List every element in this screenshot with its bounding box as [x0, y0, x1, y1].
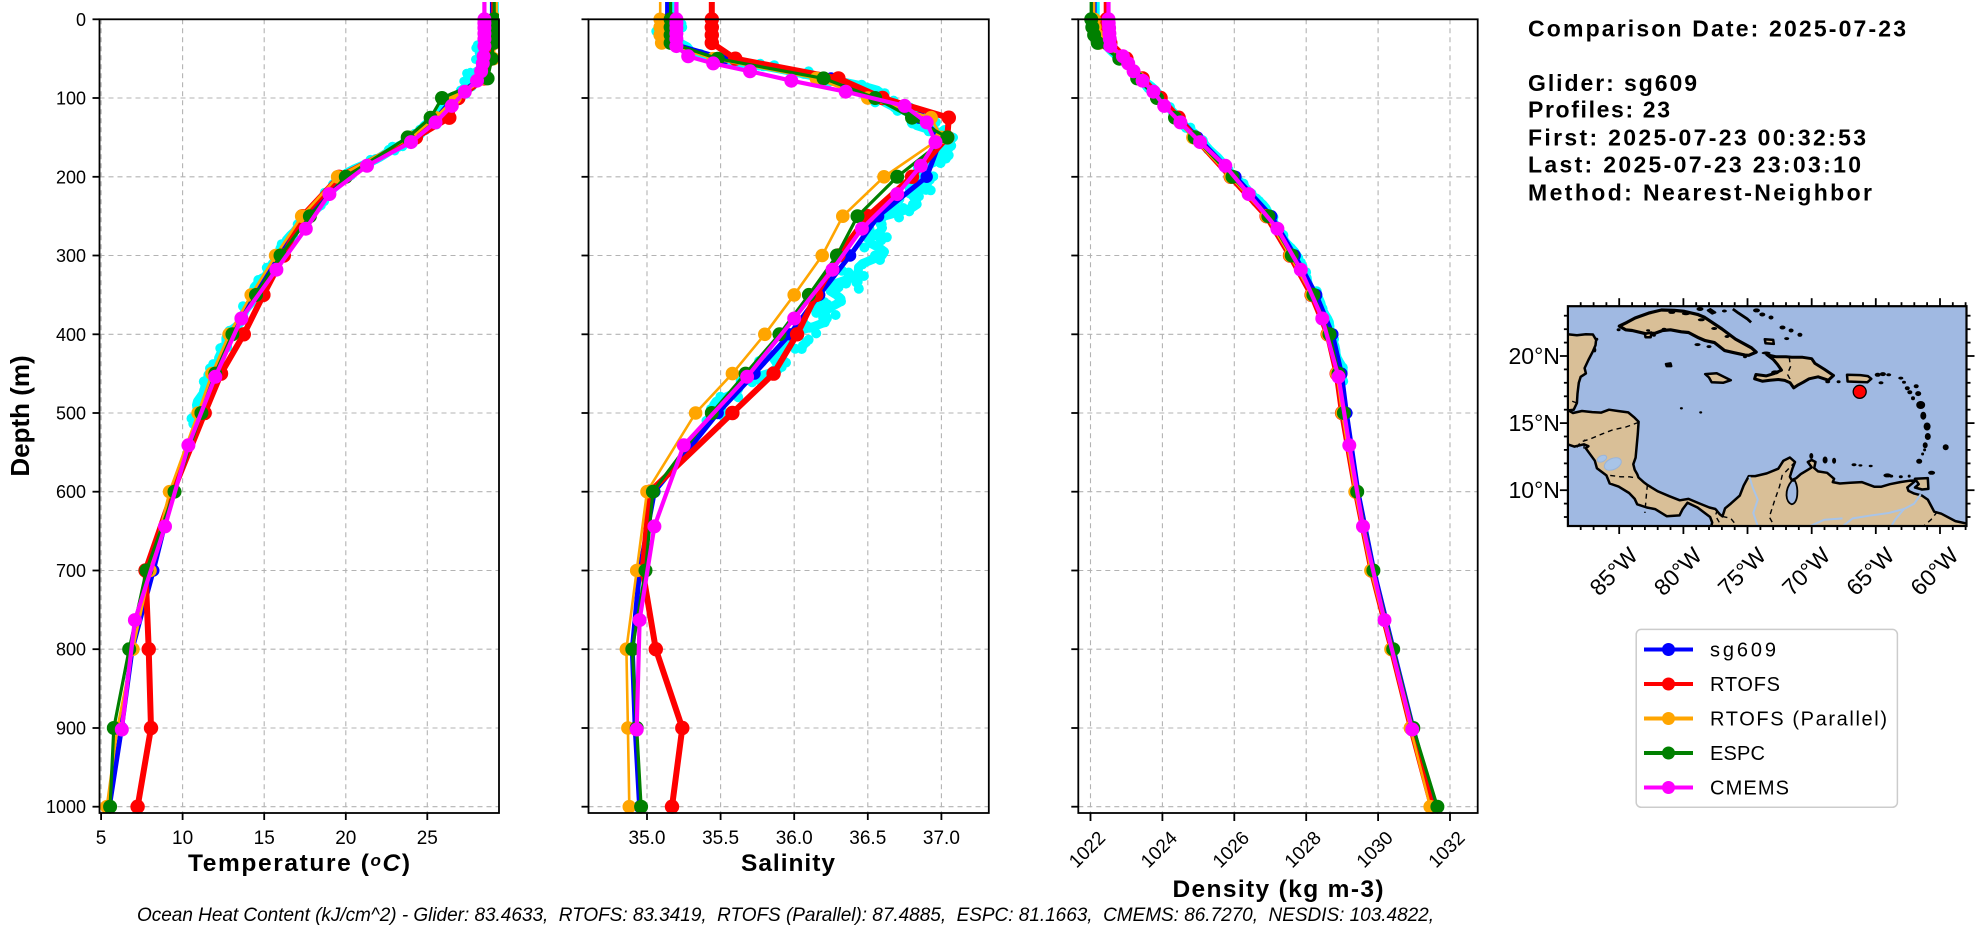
svg-text:Comparison Date: 2025-07-23: Comparison Date: 2025-07-23	[1528, 16, 1906, 42]
svg-text:RTOFS (Parallel): RTOFS (Parallel)	[1710, 709, 1887, 731]
svg-text:36.0: 36.0	[776, 828, 813, 849]
svg-text:Density (kg m-3): Density (kg m-3)	[1173, 876, 1384, 903]
svg-text:Salinity: Salinity	[741, 850, 835, 877]
svg-text:Profiles: 23: Profiles: 23	[1528, 97, 1670, 123]
svg-text:Last: 2025-07-23 23:03:10: Last: 2025-07-23 23:03:10	[1528, 152, 1861, 178]
svg-text:10: 10	[172, 828, 193, 849]
svg-text:100: 100	[56, 89, 86, 109]
svg-text:800: 800	[56, 640, 86, 660]
svg-text:0: 0	[76, 10, 86, 30]
svg-text:35.5: 35.5	[702, 828, 739, 849]
svg-text:CMEMS: CMEMS	[1710, 778, 1789, 800]
svg-text:900: 900	[56, 719, 86, 739]
svg-text:200: 200	[56, 167, 86, 187]
svg-text:37.0: 37.0	[923, 828, 960, 849]
svg-text:Ocean Heat Content (kJ/cm^2) -: Ocean Heat Content (kJ/cm^2) - Glider: 8…	[137, 905, 1434, 926]
svg-text:25: 25	[417, 828, 438, 849]
svg-text:Method: Nearest-Neighbor: Method: Nearest-Neighbor	[1528, 180, 1872, 206]
svg-text:500: 500	[56, 404, 86, 424]
svg-text:Glider: sg609: Glider: sg609	[1528, 70, 1697, 96]
svg-text:35.0: 35.0	[629, 828, 666, 849]
svg-text:700: 700	[56, 561, 86, 581]
svg-text:ESPC: ESPC	[1710, 743, 1765, 765]
svg-text:sg609: sg609	[1710, 640, 1776, 662]
svg-text:Temperature (oC): Temperature (oC)	[188, 850, 410, 877]
svg-text:First: 2025-07-23 00:32:53: First: 2025-07-23 00:32:53	[1528, 125, 1866, 151]
svg-text:1000: 1000	[46, 797, 86, 817]
svg-text:15°N: 15°N	[1509, 410, 1560, 436]
svg-text:20: 20	[335, 828, 356, 849]
svg-text:600: 600	[56, 482, 86, 502]
svg-text:20°N: 20°N	[1509, 343, 1560, 369]
svg-text:Depth (m): Depth (m)	[5, 355, 35, 476]
svg-text:5: 5	[96, 828, 107, 849]
svg-text:300: 300	[56, 246, 86, 266]
svg-text:10°N: 10°N	[1509, 477, 1560, 503]
svg-text:15: 15	[254, 828, 275, 849]
svg-text:400: 400	[56, 325, 86, 345]
svg-text:36.5: 36.5	[849, 828, 886, 849]
svg-text:RTOFS: RTOFS	[1710, 674, 1780, 696]
